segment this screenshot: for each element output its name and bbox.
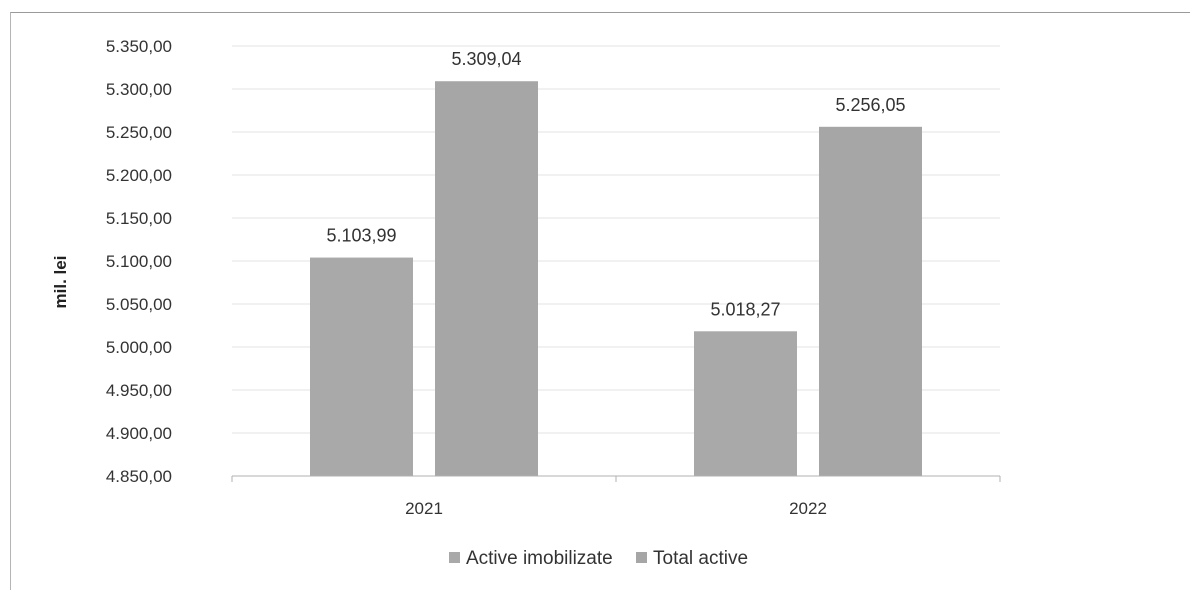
y-tick-label: 5.350,00 [106,37,172,56]
tick-labels: 4.850,00 4.900,00 4.950,00 5.000,00 5.050,00… [106,37,906,518]
y-tick-label: 5.250,00 [106,123,172,142]
y-tick-label: 5.200,00 [106,166,172,185]
y-tick-label: 5.300,00 [106,80,172,99]
y-axis-label: mil. lei [51,256,70,309]
chart-frame [10,12,1190,590]
x-tick-label: 2021 [405,499,443,518]
legend-label-active-imobilizate: Active imobilizate [465,548,613,569]
y-tick-label: 5.000,00 [106,338,172,357]
bar [819,126,922,476]
bar [310,257,413,476]
x-tick-label: 2022 [789,499,827,518]
data-label: 5.103,99 [326,226,396,246]
bar [435,81,538,477]
y-tick-label: 4.900,00 [106,424,172,443]
legend-label-total-active: Total active [653,548,749,569]
legend: Active imobilizate Total active [0,548,1197,570]
data-label: 5.018,27 [710,299,780,319]
bar [694,331,797,476]
bars [310,81,922,477]
axes [231,475,1001,482]
y-tick-label: 4.850,00 [106,467,172,486]
y-tick-label: 5.050,00 [106,295,172,314]
y-tick-label: 4.950,00 [106,381,172,400]
legend-swatch-total-active [636,552,647,563]
data-label: 5.309,04 [451,49,521,69]
legend-item-active-imobilizate: Active imobilizate [448,548,613,570]
legend-item-total-active: Total active [636,548,748,570]
y-tick-label: 5.100,00 [106,252,172,271]
y-tick-label: 5.150,00 [106,209,172,228]
data-label: 5.256,05 [835,95,905,115]
legend-swatch-active-imobilizate [448,552,460,563]
